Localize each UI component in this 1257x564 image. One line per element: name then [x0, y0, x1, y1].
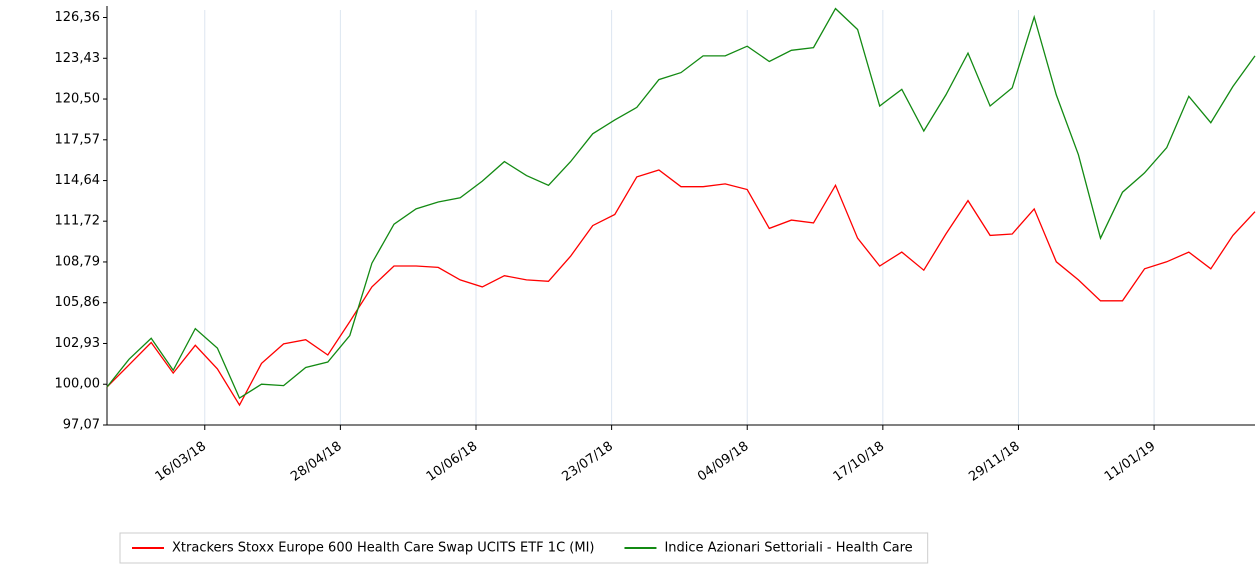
y-tick-label: 102,93	[55, 336, 101, 351]
y-tick-label: 126,36	[55, 10, 101, 25]
legend: Xtrackers Stoxx Europe 600 Health Care S…	[119, 532, 929, 564]
y-tick-label: 108,79	[55, 254, 101, 269]
y-tick-label: 114,64	[55, 173, 101, 188]
x-tick-label: 04/09/18	[695, 439, 751, 485]
y-tick-label: 105,86	[55, 295, 101, 310]
y-tick-label: 111,72	[55, 214, 101, 229]
x-tick-label: 28/04/18	[288, 439, 344, 485]
y-tick-label: 120,50	[55, 92, 101, 107]
series-line	[106, 7, 1256, 400]
series-line	[106, 169, 1256, 407]
y-tick-label: 123,43	[55, 51, 101, 66]
legend-label: Xtrackers Stoxx Europe 600 Health Care S…	[172, 541, 594, 556]
x-tick-label: 10/06/18	[424, 439, 480, 485]
y-tick-label: 117,57	[55, 132, 101, 147]
x-tick-label: 16/03/18	[153, 439, 209, 485]
legend-box	[119, 532, 929, 564]
x-tick-label: 23/07/18	[559, 439, 615, 485]
y-tick-label: 100,00	[55, 377, 101, 392]
legend-label: Indice Azionari Settoriali - Health Care	[664, 541, 912, 556]
x-tick-label: 17/10/18	[831, 439, 887, 485]
x-tick-label: 11/01/19	[1102, 439, 1158, 485]
x-tick-label: 29/11/18	[966, 439, 1022, 485]
y-tick-label: 97,07	[63, 418, 100, 433]
